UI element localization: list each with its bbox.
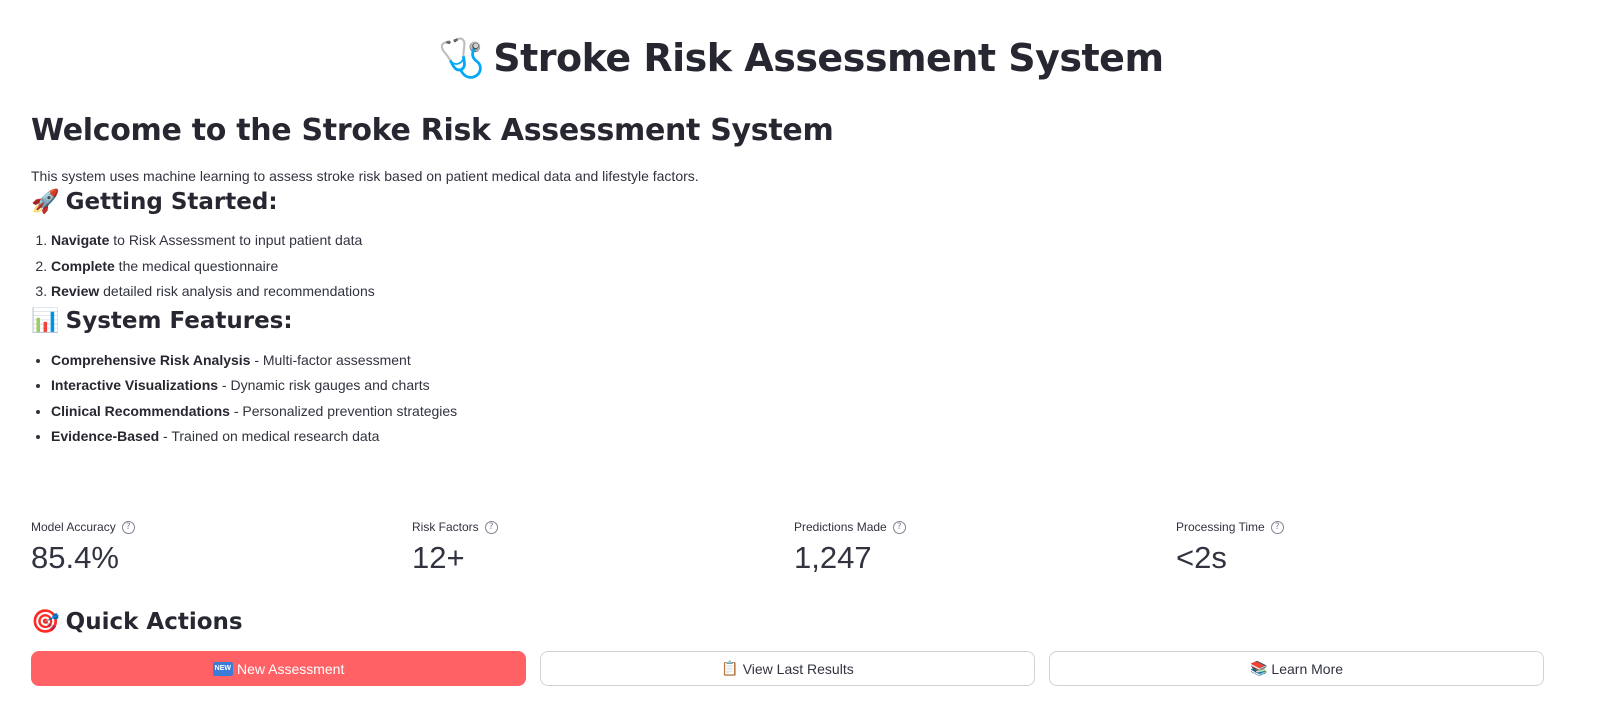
bar-chart-icon: 📊 <box>31 307 60 334</box>
help-icon[interactable]: ? <box>892 520 906 534</box>
metric-label: Model Accuracy? <box>31 518 401 536</box>
target-icon: 🎯 <box>31 609 60 635</box>
quick-actions-row: NEW New Assessment 📋 View Last Results 📚 Le… <box>31 651 1544 686</box>
quick-actions-heading: 🎯 Quick Actions <box>31 606 243 638</box>
feature-name: Comprehensive Risk Analysis <box>51 351 251 368</box>
metric-value: 85.4% <box>31 540 119 575</box>
step-keyword: Navigate <box>51 232 110 248</box>
metric-value: <2s <box>1176 540 1227 575</box>
feature-description: - Personalized prevention strategies <box>229 402 458 419</box>
metric-value: 12+ <box>412 540 465 575</box>
main-content: Welcome to the Stroke Risk Assessment Sy… <box>31 110 1576 686</box>
metric-predictions-made: Predictions Made? 1,247 <box>794 518 1164 578</box>
list-item: Interactive Visualizations - Dynamic ris… <box>51 373 1576 399</box>
metric-label: Risk Factors? <box>412 518 782 536</box>
page-title: 🩺 Stroke Risk Assessment System <box>0 36 1602 81</box>
help-icon[interactable]: ? <box>1270 520 1284 534</box>
button-label: View Last Results <box>742 660 854 677</box>
button-label: Learn More <box>1271 660 1344 677</box>
feature-description: - Dynamic risk gauges and charts <box>218 377 430 393</box>
feature-description: - Trained on medical research data <box>159 428 380 444</box>
clipboard-icon: 📋 <box>721 660 739 676</box>
metric-label: Processing Time? <box>1176 518 1546 536</box>
metric-label-text: Risk Factors <box>412 520 479 534</box>
new-assessment-button[interactable]: NEW New Assessment <box>31 651 526 686</box>
page-title-text: Stroke Risk Assessment System <box>493 36 1164 80</box>
feature-name: Interactive Visualizations <box>51 377 219 393</box>
step-text: the medical questionnaire <box>114 257 279 274</box>
step-keyword: Review <box>51 283 100 299</box>
metric-label-text: Predictions Made <box>794 520 887 534</box>
getting-started-heading-text: Getting Started: <box>65 189 278 215</box>
learn-more-button[interactable]: 📚 Learn More <box>1049 651 1544 686</box>
view-last-results-button[interactable]: 📋 View Last Results <box>540 651 1035 686</box>
feature-name: Evidence-Based <box>51 428 160 444</box>
list-item: Complete the medical questionnaire <box>51 254 1576 280</box>
quick-actions-heading-text: Quick Actions <box>65 609 243 635</box>
feature-description: - Multi-factor assessment <box>250 351 411 368</box>
metric-value: 1,247 <box>794 540 872 575</box>
metric-processing-time: Processing Time? <2s <box>1176 518 1546 578</box>
books-icon: 📚 <box>1249 660 1268 676</box>
list-item: Evidence-Based - Trained on medical rese… <box>51 424 1576 450</box>
list-item: Navigate to Risk Assessment to input pat… <box>51 228 1576 254</box>
help-icon[interactable]: ? <box>484 520 498 534</box>
help-icon[interactable]: ? <box>121 520 135 534</box>
system-features-heading: 📊 System Features: <box>31 305 1576 337</box>
list-item: Comprehensive Risk Analysis - Multi-fact… <box>51 348 1576 374</box>
step-keyword: Complete <box>51 257 115 274</box>
getting-started-steps: Navigate to Risk Assessment to input pat… <box>31 228 1576 305</box>
metric-label: Predictions Made? <box>794 518 1164 536</box>
list-item: Review detailed risk analysis and recomm… <box>51 279 1576 305</box>
system-features-list: Comprehensive Risk Analysis - Multi-fact… <box>31 348 1576 450</box>
intro-text: This system uses machine learning to ass… <box>31 168 699 184</box>
metric-risk-factors: Risk Factors? 12+ <box>412 518 782 578</box>
system-features-heading-text: System Features: <box>65 307 293 334</box>
step-text: detailed risk analysis and recommendatio… <box>99 283 375 299</box>
welcome-heading: Welcome to the Stroke Risk Assessment Sy… <box>31 113 834 148</box>
getting-started-heading: 🚀 Getting Started: <box>31 186 1576 218</box>
feature-name: Clinical Recommendations <box>51 402 230 419</box>
rocket-icon: 🚀 <box>31 189 60 215</box>
button-label: New Assessment <box>236 660 345 677</box>
stethoscope-icon: 🩺 <box>438 36 486 80</box>
list-item: Clinical Recommendations - Personalized … <box>51 399 1576 425</box>
metric-model-accuracy: Model Accuracy? 85.4% <box>31 518 401 578</box>
step-text: to Risk Assessment to input patient data <box>109 232 363 248</box>
metrics-row: Model Accuracy? 85.4% Risk Factors? 12+ … <box>31 518 1576 578</box>
new-badge-icon: NEW <box>212 661 233 676</box>
metric-label-text: Processing Time <box>1176 520 1265 534</box>
metric-label-text: Model Accuracy <box>31 520 116 534</box>
